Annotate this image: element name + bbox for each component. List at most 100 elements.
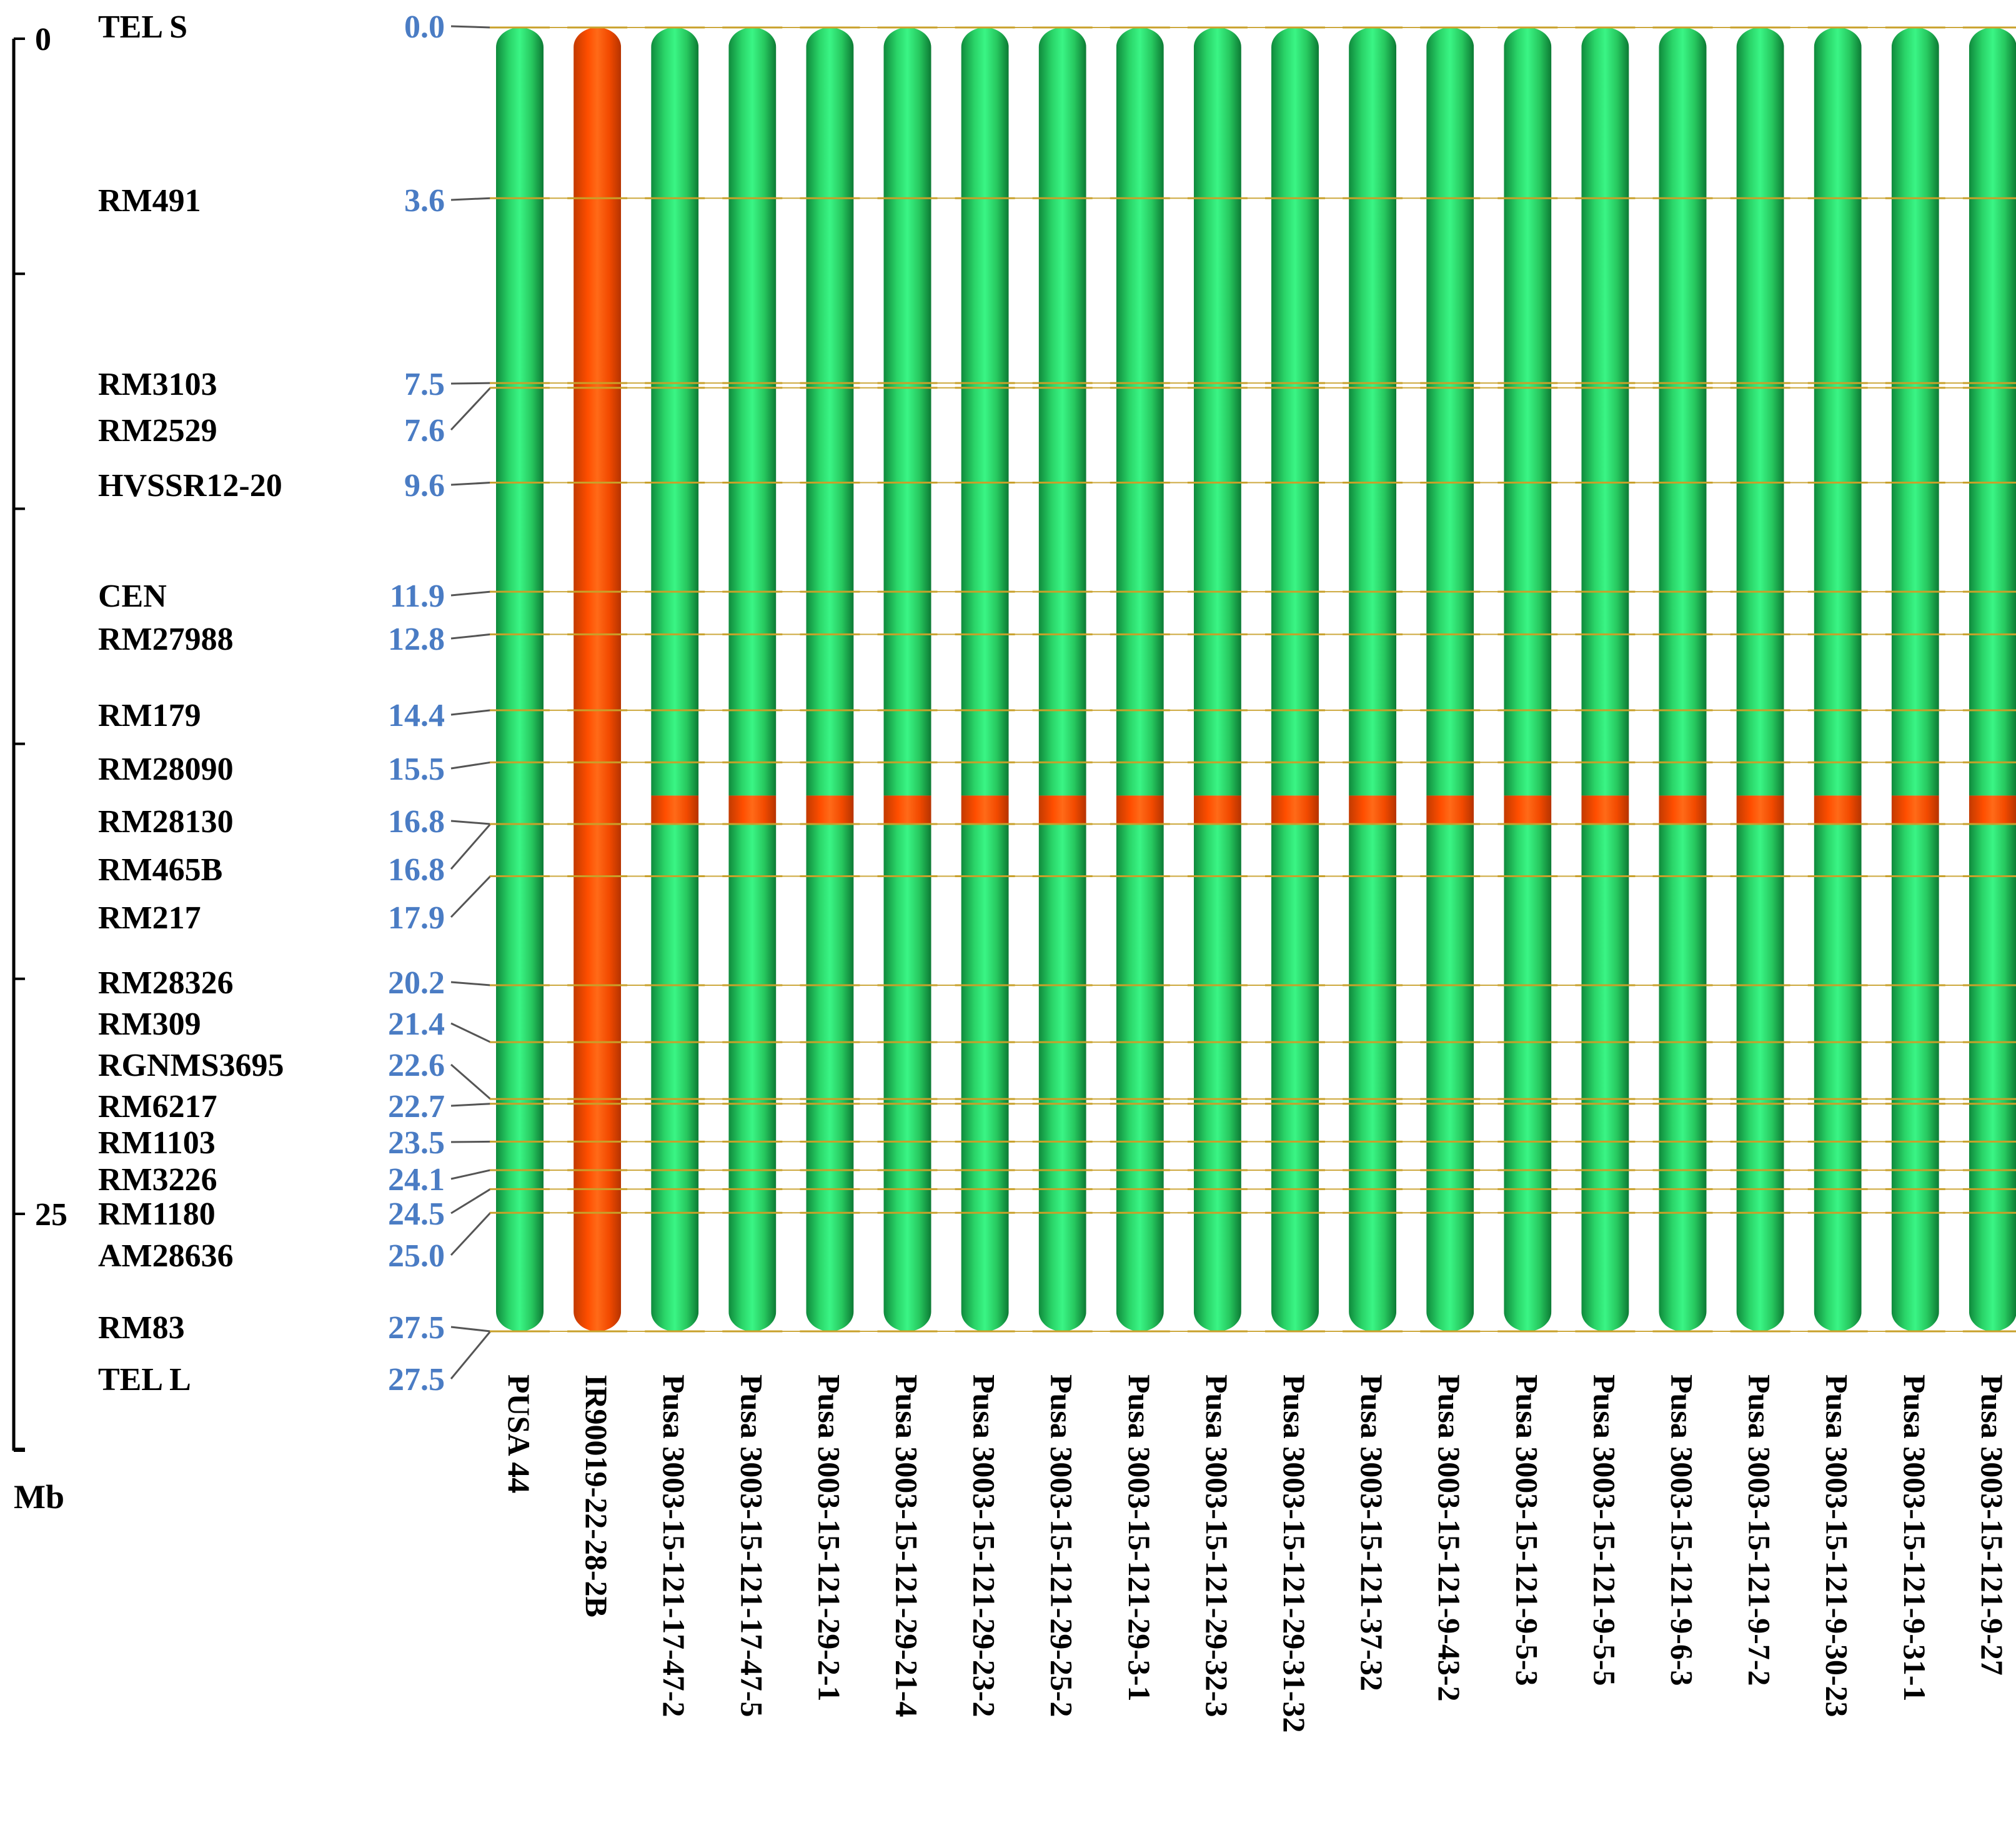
marker-name-cen: CEN — [98, 579, 167, 614]
line-name-pusa-3003-15-121-29-31-32: Pusa 3003-15-121-29-31-32 — [1277, 1374, 1312, 1733]
segment-recurrent-parent — [1193, 27, 1241, 796]
segment-donor-parent — [1659, 795, 1707, 824]
marker-name-rm217: RM217 — [98, 900, 201, 936]
segment-recurrent-parent — [1349, 823, 1397, 1331]
scale-unit-label: Mb — [14, 1478, 64, 1516]
marker-position-rm27988: 12.8 — [388, 622, 445, 657]
marker-connector — [450, 1326, 491, 1333]
marker-connector — [450, 709, 491, 716]
chromosome-pusa-3003-15-121-29-25-2 — [1032, 26, 1093, 1333]
segment-recurrent-parent — [1193, 823, 1241, 1331]
marker-position-rm28090: 15.5 — [388, 752, 445, 787]
segment-recurrent-parent — [1969, 823, 2016, 1331]
marker-connector — [450, 1188, 491, 1215]
segment-recurrent-parent — [1116, 27, 1164, 796]
segment-donor-parent — [806, 795, 854, 824]
segment-recurrent-parent — [1814, 823, 1862, 1331]
segment-donor-parent — [1969, 795, 2016, 824]
line-name-pusa-3003-15-121-9-43-2: Pusa 3003-15-121-9-43-2 — [1432, 1374, 1467, 1702]
segment-donor-parent — [1116, 795, 1164, 824]
marker-name-tel-l: TEL L — [98, 1362, 191, 1398]
marker-name-rm491: RM491 — [98, 183, 201, 219]
segment-recurrent-parent — [1736, 823, 1784, 1331]
segment-recurrent-parent — [883, 27, 931, 796]
chromosome-pusa-3003-15-121-29-2-1 — [800, 26, 860, 1333]
marker-connector — [450, 387, 492, 431]
segment-recurrent-parent — [1038, 27, 1086, 796]
chromosome-pusa-3003-15-121-9-43-2 — [1420, 26, 1481, 1333]
segment-donor-parent — [1891, 795, 1939, 824]
segment-recurrent-parent — [1659, 27, 1707, 796]
marker-name-rm179: RM179 — [98, 698, 201, 733]
chromosome-pusa-3003-15-121-9-27 — [1962, 26, 2016, 1333]
chromosome-pusa-3003-15-121-9-5-3 — [1497, 26, 1558, 1333]
line-name-pusa-3003-15-121-37-32: Pusa 3003-15-121-37-32 — [1354, 1374, 1389, 1691]
segment-recurrent-parent — [1038, 823, 1086, 1331]
line-name-pusa-3003-15-121-29-2-1: Pusa 3003-15-121-29-2-1 — [812, 1374, 847, 1702]
line-name-ir90019-22-28-2b: IR90019-22-28-2B — [579, 1374, 614, 1617]
segment-recurrent-parent — [1504, 27, 1552, 796]
segment-recurrent-parent — [1349, 27, 1397, 796]
chromosome-pusa-3003-15-121-9-30-23 — [1807, 26, 1868, 1333]
line-name-pusa-3003-15-121-9-30-23: Pusa 3003-15-121-9-30-23 — [1820, 1374, 1855, 1717]
line-name-pusa-3003-15-121-9-31-1: Pusa 3003-15-121-9-31-1 — [1897, 1374, 1932, 1702]
segment-recurrent-parent — [806, 27, 854, 796]
marker-name-rm309: RM309 — [98, 1006, 201, 1042]
segment-donor-parent — [1581, 795, 1629, 824]
marker-name-rgnms3695: RGNMS3695 — [98, 1048, 284, 1083]
line-name-pusa-3003-15-121-17-47-2: Pusa 3003-15-121-17-47-2 — [657, 1374, 692, 1717]
segment-recurrent-parent — [1504, 823, 1552, 1331]
marker-position-hvssr12-20: 9.6 — [404, 468, 445, 504]
marker-position-cen: 11.9 — [390, 579, 445, 614]
marker-connector — [450, 981, 491, 986]
segment-recurrent-parent — [1736, 27, 1784, 796]
segment-recurrent-parent — [1581, 27, 1629, 796]
marker-name-rm1103: RM1103 — [98, 1125, 216, 1161]
line-name-pusa-3003-15-121-9-6-3: Pusa 3003-15-121-9-6-3 — [1665, 1374, 1700, 1686]
segment-recurrent-parent — [728, 27, 777, 796]
segment-donor-parent — [961, 795, 1009, 824]
marker-position-rm491: 3.6 — [404, 183, 445, 219]
marker-name-hvssr12-20: HVSSR12-20 — [98, 468, 282, 504]
marker-position-rm179: 14.4 — [388, 698, 445, 733]
scale-tick-label: 25 — [35, 1197, 67, 1233]
chromosome-pusa-3003-15-121-9-6-3 — [1652, 26, 1713, 1333]
marker-name-rm28090: RM28090 — [98, 752, 234, 787]
segment-recurrent-parent — [961, 27, 1009, 796]
marker-label-column: TEL S 0.0 RM491 3.6 RM3103 7.5 RM2529 7.6 HVSSR1… — [98, 9, 445, 1398]
marker-connector — [450, 761, 491, 770]
marker-name-rm3103: RM3103 — [98, 367, 217, 402]
segment-donor-parent — [1814, 795, 1862, 824]
segment-recurrent-parent — [1814, 27, 1862, 796]
segment-recurrent-parent — [1891, 823, 1939, 1331]
segment-donor-parent — [883, 795, 931, 824]
marker-position-rm3226: 24.1 — [388, 1162, 445, 1198]
chromosome-bars — [490, 26, 2016, 1333]
chromosome-pusa-3003-15-121-17-47-2 — [645, 26, 705, 1333]
segment-donor-parent — [1426, 795, 1474, 824]
line-name-pusa-3003-15-121-29-3-1: Pusa 3003-15-121-29-3-1 — [1122, 1374, 1157, 1702]
segment-donor-parent — [1349, 795, 1397, 824]
marker-connector — [450, 25, 491, 29]
line-name-pusa-44: PUSA 44 — [502, 1374, 537, 1493]
chromosome-pusa-3003-15-121-29-31-32 — [1265, 26, 1325, 1333]
marker-position-rm2529: 7.6 — [404, 413, 445, 449]
segment-donor-parent — [1038, 795, 1086, 824]
segment-donor-parent — [1736, 795, 1784, 824]
line-name-pusa-3003-15-121-29-23-2: Pusa 3003-15-121-29-23-2 — [967, 1374, 1002, 1717]
marker-name-rm3226: RM3226 — [98, 1162, 217, 1198]
segment-donor-parent — [728, 795, 777, 824]
chromosome-pusa-3003-15-121-9-5-5 — [1575, 26, 1636, 1333]
marker-position-rm6217: 22.7 — [388, 1089, 445, 1125]
segment-donor-parent — [1193, 795, 1241, 824]
segment-recurrent-parent — [1271, 823, 1319, 1331]
marker-name-rm83: RM83 — [98, 1310, 185, 1346]
marker-name-rm6217: RM6217 — [98, 1089, 217, 1125]
marker-position-am28636: 25.0 — [388, 1238, 445, 1274]
segment-recurrent-parent — [1659, 823, 1707, 1331]
segment-recurrent-parent — [1891, 27, 1939, 796]
marker-name-am28636: AM28636 — [98, 1238, 234, 1274]
marker-name-rm28130: RM28130 — [98, 804, 234, 840]
chromosome-pusa-3003-15-121-37-32 — [1343, 26, 1403, 1333]
